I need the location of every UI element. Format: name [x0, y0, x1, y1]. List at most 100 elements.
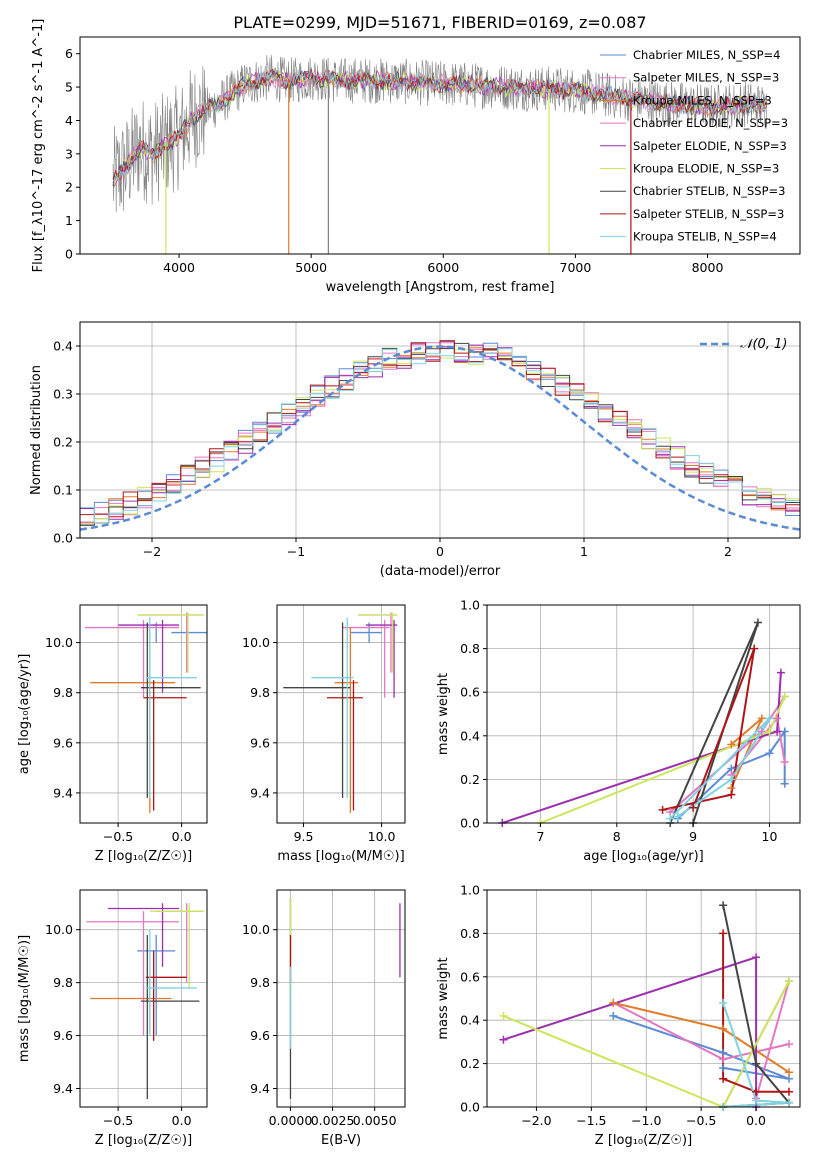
x-tick-label: 10 — [762, 829, 778, 844]
x-axis-label: Z [log₁₀(Z/Z☉)] — [595, 1133, 692, 1148]
y-tick-label: 0.8 — [460, 641, 480, 656]
y-tick-label: 5 — [65, 80, 73, 95]
y-tick-label: 1 — [65, 213, 73, 228]
y-tick-label: 1.0 — [460, 598, 480, 613]
axes-frame — [79, 604, 208, 824]
x-tick-label: −1.0 — [631, 1113, 661, 1128]
y-tick-label: 9.8 — [250, 685, 270, 700]
y-tick-label: 9.8 — [250, 975, 270, 990]
y-axis-label: Normed distribution — [29, 365, 44, 495]
plot-area-4 — [501, 621, 786, 823]
y-tick-label: 9.6 — [53, 1028, 73, 1043]
y-tick-label: 9.4 — [250, 1081, 270, 1096]
weight-marker — [750, 644, 759, 653]
y-tick-label: 9.6 — [250, 1028, 270, 1043]
weight-line — [669, 717, 771, 820]
plot-area-0 — [112, 54, 768, 254]
x-tick-label: 0.0050 — [353, 1113, 397, 1128]
legend-entry: Chabrier ELODIE, N_SSP=3 — [633, 116, 788, 130]
x-tick-label: −0.5 — [103, 829, 133, 844]
model-line — [112, 69, 768, 187]
histogram-step — [80, 340, 800, 518]
x-axis-label: Z [log₁₀(Z/Z☉)] — [95, 1133, 192, 1148]
axes-frame — [486, 604, 801, 824]
weight-marker — [773, 727, 782, 736]
figure-title: PLATE=0299, MJD=51671, FIBERID=0169, z=0… — [233, 13, 646, 32]
x-tick-label: −0.5 — [103, 1113, 133, 1128]
y-tick-label: 0.6 — [460, 969, 480, 984]
weight-marker — [727, 790, 736, 799]
x-axis-label: wavelength [Angstrom, rest frame] — [326, 280, 555, 295]
axes-frame — [79, 36, 801, 255]
weight-marker — [609, 1011, 618, 1020]
x-tick-label: 4000 — [163, 260, 195, 275]
weight-marker — [776, 668, 785, 677]
weight-marker — [752, 953, 761, 962]
x-axis-label: E(B-V) — [321, 1133, 361, 1148]
x-axis-label: Z [log₁₀(Z/Z☉)] — [95, 849, 192, 864]
weight-marker — [765, 727, 774, 736]
weight-marker — [780, 692, 789, 701]
x-tick-label: −1.5 — [576, 1113, 606, 1128]
weight-marker — [780, 779, 789, 788]
x-tick-label: 6000 — [427, 260, 459, 275]
y-axis-label: Flux [f_λ10^-17 erg cm^-2 s^-1 A^-1] — [31, 19, 46, 273]
gaussian-curve — [80, 345, 800, 531]
weight-marker — [719, 998, 728, 1007]
plot-area-5 — [86, 903, 205, 1100]
weight-marker — [780, 727, 789, 736]
weight-marker — [785, 1040, 794, 1049]
y-tick-label: 0.2 — [53, 435, 73, 450]
y-tick-label: 0.2 — [460, 772, 480, 787]
y-tick-label: 10.0 — [242, 635, 270, 650]
legend-entry: Salpeter STELIB, N_SSP=3 — [633, 207, 784, 221]
weight-marker — [773, 714, 782, 723]
legend-entry: Salpeter MILES, N_SSP=3 — [633, 71, 779, 85]
y-tick-label: 0.0 — [53, 531, 73, 546]
weight-marker — [754, 618, 763, 627]
legend-entry: Kroupa MILES, N_SSP=3 — [633, 93, 772, 107]
x-tick-label: 0.0025 — [311, 1113, 355, 1128]
weight-marker — [752, 1059, 761, 1068]
weight-marker — [719, 1074, 728, 1083]
x-tick-label: 0.0 — [172, 1113, 192, 1128]
weight-line — [540, 696, 786, 823]
weight-marker — [785, 1087, 794, 1096]
axes-6 — [277, 890, 405, 1107]
y-axis-label: age [log₁₀(age/yr)] — [17, 654, 32, 775]
y-tick-label: 0.3 — [53, 387, 73, 402]
y-tick-label: 4 — [65, 113, 73, 128]
weight-marker — [765, 714, 774, 723]
weight-marker — [757, 727, 766, 736]
legend-entry: 𝒩(0, 1) — [740, 337, 787, 352]
x-tick-label: −2.0 — [521, 1113, 551, 1128]
x-tick-label: 10.0 — [368, 829, 396, 844]
y-tick-label: 9.4 — [53, 785, 73, 800]
plot-area-1 — [80, 340, 800, 531]
y-tick-label: 0 — [65, 247, 73, 262]
plot-area-3 — [283, 612, 398, 813]
weight-marker — [609, 998, 618, 1007]
x-tick-label: 7000 — [560, 260, 592, 275]
weight-marker — [499, 1011, 508, 1020]
x-tick-label: 8 — [613, 829, 621, 844]
x-tick-label: 8000 — [692, 260, 724, 275]
weight-marker — [780, 757, 789, 766]
y-tick-label: 0.0 — [460, 1100, 480, 1115]
weight-line — [503, 980, 790, 1107]
y-tick-label: 9.8 — [53, 685, 73, 700]
y-tick-label: 0.6 — [460, 685, 480, 700]
weight-marker — [719, 1024, 728, 1033]
axes-frame — [276, 889, 406, 1108]
y-tick-label: 9.6 — [53, 735, 73, 750]
x-tick-label: 9.5 — [294, 829, 314, 844]
x-tick-label: 5000 — [295, 260, 327, 275]
y-tick-label: 1.0 — [460, 883, 480, 898]
x-tick-label: 0.0000 — [269, 1113, 313, 1128]
x-tick-label: 0.0 — [746, 1113, 766, 1128]
weight-marker — [673, 812, 682, 821]
x-tick-label: 0 — [436, 544, 444, 559]
model-line — [112, 69, 768, 181]
weight-line — [669, 621, 759, 823]
